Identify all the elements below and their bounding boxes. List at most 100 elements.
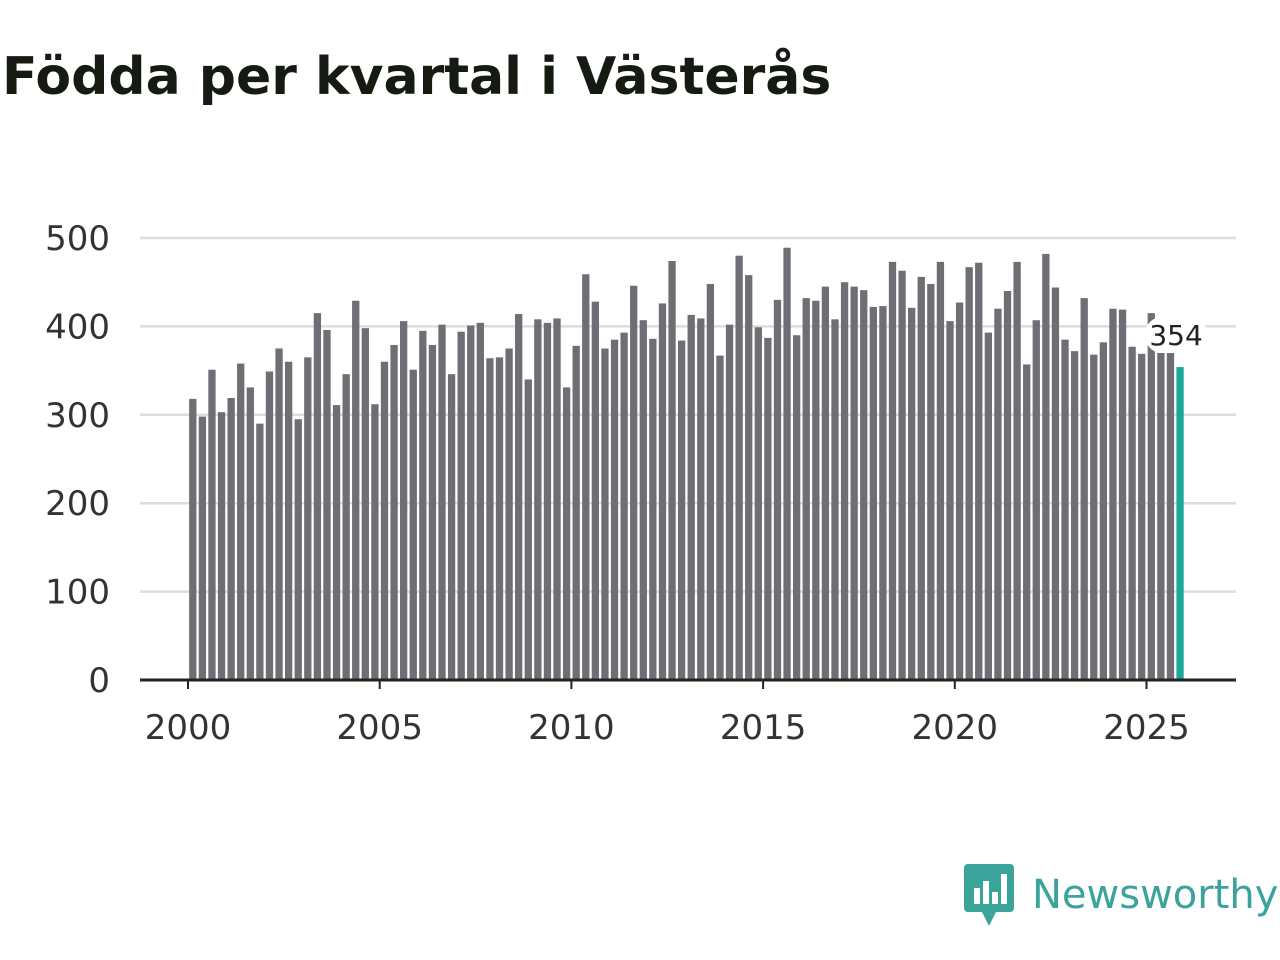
- bar: [217, 412, 226, 680]
- bar: [572, 345, 580, 680]
- bar: [955, 302, 964, 680]
- bar: [208, 369, 216, 680]
- bar: [332, 405, 341, 680]
- x-tick-label: 2000: [145, 708, 232, 748]
- bar: [237, 363, 245, 680]
- bar: [313, 313, 322, 680]
- bar: [505, 348, 513, 680]
- y-tick-label: 200: [45, 484, 110, 524]
- bar: [524, 379, 532, 680]
- bar: [1157, 352, 1165, 680]
- bar: [601, 348, 609, 680]
- bar: [802, 298, 810, 680]
- bar: [869, 306, 877, 680]
- bar: [1138, 353, 1146, 680]
- bar: [793, 335, 801, 680]
- x-tick-label: 2025: [1103, 708, 1190, 748]
- bar: [725, 324, 734, 680]
- bar: [352, 300, 360, 680]
- bar: [888, 261, 897, 680]
- bar: [304, 357, 312, 680]
- bar: [246, 387, 254, 680]
- brand-name: Newsworthy: [1032, 872, 1279, 918]
- bar: [879, 306, 887, 680]
- bar: [735, 255, 743, 680]
- bar: [745, 275, 753, 680]
- bar: [1109, 308, 1117, 680]
- bar: [1070, 351, 1079, 680]
- bar: [323, 329, 331, 680]
- bar: [783, 247, 791, 680]
- last-value-label-group: 354: [1145, 317, 1208, 353]
- bar: [256, 423, 264, 680]
- bar: [534, 319, 542, 680]
- bar: [495, 357, 504, 680]
- y-tick-label: 0: [88, 661, 110, 701]
- bar: [265, 371, 274, 680]
- bar: [543, 322, 552, 680]
- bar: [1051, 287, 1060, 680]
- bar: [1003, 291, 1012, 680]
- bar: [898, 270, 906, 680]
- bar: [860, 290, 868, 680]
- bar: [553, 318, 561, 680]
- bar: [1090, 354, 1098, 680]
- bar: [467, 325, 475, 680]
- bar: [610, 339, 619, 680]
- bar: [1023, 364, 1031, 680]
- value-label-halo: [1145, 317, 1208, 353]
- bar: [390, 344, 398, 680]
- bar: [447, 374, 456, 680]
- bar: [476, 322, 484, 680]
- bar: [275, 348, 283, 680]
- bar: [1032, 320, 1040, 680]
- bar: [400, 321, 408, 680]
- bar: [994, 308, 1002, 680]
- bar: [189, 398, 197, 680]
- bar: [294, 419, 302, 680]
- bar: [562, 387, 571, 680]
- bar: [927, 283, 935, 680]
- chart-title: Födda per kvartal i Västerås: [2, 47, 832, 107]
- bar: [649, 338, 657, 680]
- bar: [1166, 351, 1175, 680]
- bar: [284, 361, 293, 680]
- bar: [1042, 253, 1050, 680]
- brand-logo: Newsworthy: [964, 862, 1278, 928]
- bar: [677, 340, 686, 680]
- bar: [620, 332, 628, 680]
- x-tick-label: 2010: [528, 708, 615, 748]
- bar: [1013, 261, 1021, 680]
- bar: [591, 301, 600, 680]
- bar: [515, 314, 523, 680]
- y-tick-label: 100: [45, 573, 110, 613]
- bar: [850, 286, 858, 680]
- bar: [630, 285, 638, 680]
- bar-highlight: [1176, 367, 1184, 680]
- newsworthy-logo-icon: [964, 864, 1014, 926]
- bar: [831, 319, 839, 680]
- bar: [1128, 346, 1136, 680]
- bar: [716, 355, 724, 680]
- y-axis-ticks: 0 100 200 300 400 500: [45, 219, 110, 701]
- x-tick-label: 2020: [912, 708, 999, 748]
- bar: [1099, 342, 1108, 680]
- bar: [984, 332, 992, 680]
- bar-series: [189, 247, 1184, 680]
- y-tick-label: 300: [45, 396, 110, 436]
- bar: [754, 327, 762, 680]
- x-tick-label: 2005: [336, 708, 423, 748]
- bar: [697, 318, 705, 680]
- bar: [687, 314, 695, 680]
- bar: [773, 299, 782, 680]
- bar: [438, 324, 446, 680]
- bar: [1080, 298, 1088, 680]
- bar: [457, 331, 465, 680]
- bar: [812, 300, 820, 680]
- bar: [1147, 313, 1155, 680]
- bar: [706, 283, 715, 680]
- bar: [486, 358, 494, 680]
- bar: [371, 404, 379, 680]
- bar: [840, 282, 849, 680]
